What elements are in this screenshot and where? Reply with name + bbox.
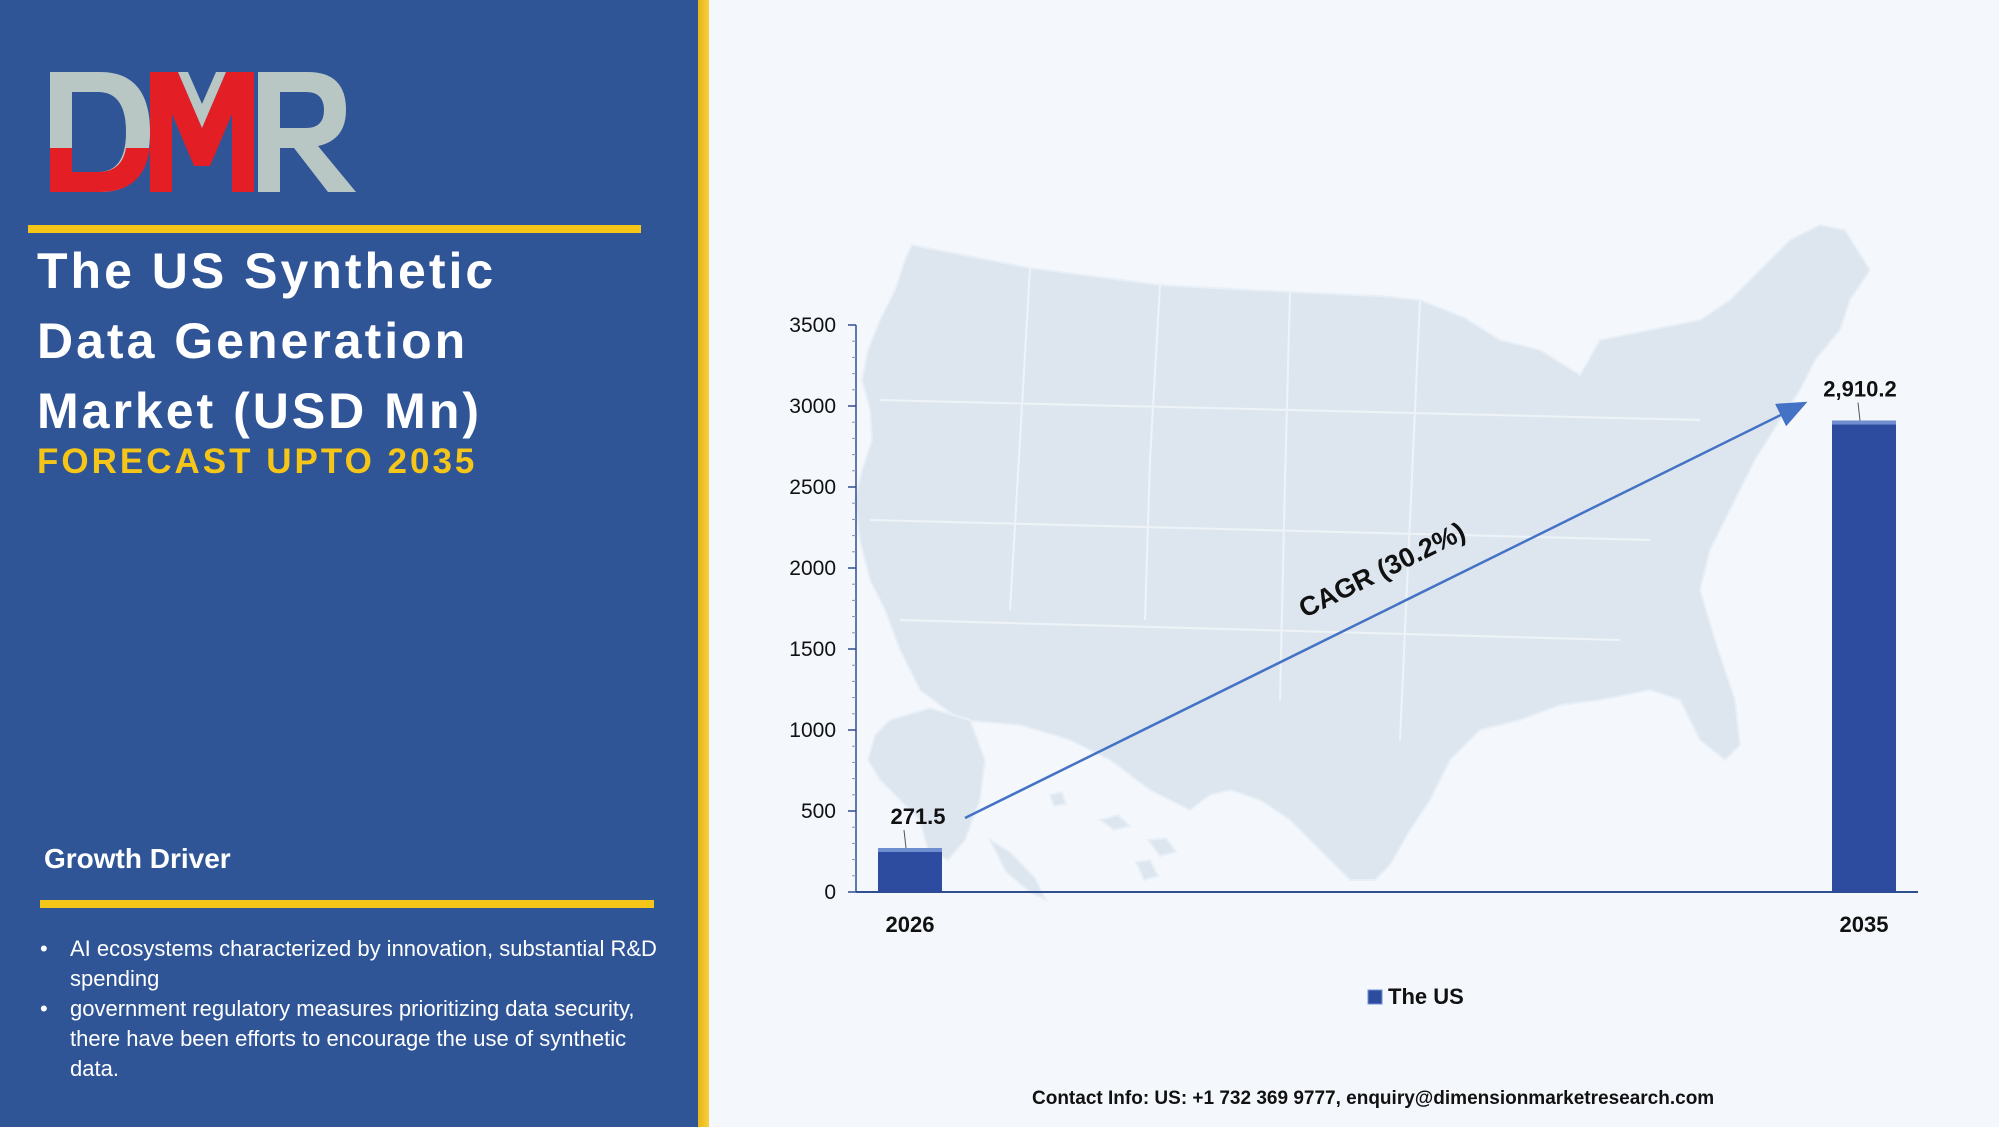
data-label: 2,910.2 [1823,377,1896,402]
page-title: The US Synthetic Data Generation Market … [37,236,657,446]
y-tick-label: 0 [824,881,836,904]
growth-driver-list: AI ecosystems characterized by innovatio… [40,934,660,1084]
title-line-3: Market (USD Mn) [37,383,483,439]
contact-info: Contact Info: US: +1 732 369 9777, enqui… [1032,1088,1715,1109]
y-tick-label: 3000 [789,395,836,418]
y-tick-label: 2000 [789,557,836,580]
accent-strip [698,0,709,1127]
x-tick-label: 2026 [886,912,935,937]
dmr-logo-mark [50,72,356,192]
legend-swatch [1367,989,1383,1005]
bar-2035 [1832,420,1896,892]
x-tick-label: 2035 [1840,912,1889,937]
y-tick-label: 3500 [789,314,836,337]
data-label: 271.5 [890,804,945,829]
bar-top-highlight [1832,420,1896,425]
data-label-leader [903,829,907,849]
y-tick-label: 1500 [789,638,836,661]
cagr-arrow [964,401,1808,820]
y-tick-label: 2500 [789,476,836,499]
dmr-logo [46,68,366,198]
bar-top-highlight [878,848,942,853]
us-map-state-lines [869,267,1701,741]
title-line-2: Data Generation [37,313,469,369]
us-map-background [853,223,1872,903]
growth-driver-divider [40,900,654,908]
growth-driver-item-2: government regulatory measures prioritiz… [40,994,660,1084]
sidebar-panel: The US Synthetic Data Generation Market … [0,0,698,1127]
y-tick-label: 1000 [789,719,836,742]
growth-driver-item-1: AI ecosystems characterized by innovatio… [40,934,660,994]
forecast-subtitle: FORECAST UPTO 2035 [37,442,478,481]
title-divider [28,225,641,233]
bar-2026 [878,848,942,892]
y-tick-label: 500 [801,800,836,823]
title-line-1: The US Synthetic [37,243,497,299]
data-label-leader [1857,402,1861,421]
growth-driver-heading: Growth Driver [44,843,231,874]
legend-label: The US [1388,984,1464,1009]
